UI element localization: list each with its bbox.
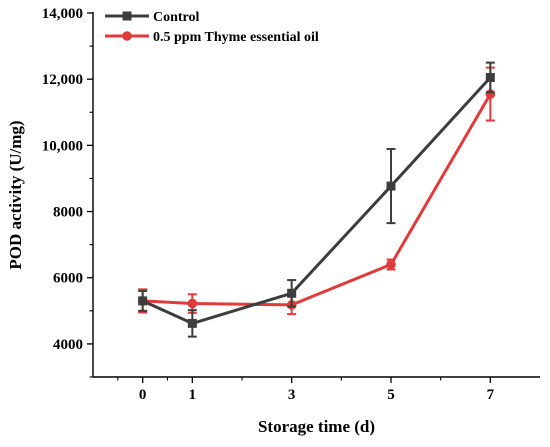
legend-entry: 0.5 ppm Thyme essential oil [105, 30, 319, 45]
data-point [287, 288, 297, 298]
data-point [138, 296, 148, 306]
tick-group: 4000 6000 8000 10,000 12,000 14,000 0 1 3 5 7 [42, 6, 495, 403]
data-point [386, 259, 396, 270]
x-tick-label: 7 [487, 387, 495, 403]
legend-entry: Control [105, 10, 200, 25]
series-line [142, 76, 492, 325]
series-group [137, 61, 496, 338]
axes [92, 12, 540, 378]
x-tick-label: 5 [387, 387, 395, 403]
x-tick-label: 1 [189, 387, 197, 403]
y-tick-label: 4000 [53, 337, 83, 353]
data-point [485, 73, 495, 83]
x-tick-label: 0 [139, 387, 147, 403]
legend-marker [122, 31, 132, 41]
y-tick-label: 8000 [53, 205, 83, 221]
y-tick-label: 14,000 [42, 6, 83, 22]
series-control [138, 61, 495, 338]
y-tick-label: 6000 [53, 271, 83, 287]
data-point [187, 318, 197, 328]
x-tick-label: 3 [288, 387, 296, 403]
data-point [187, 298, 198, 309]
data-point [386, 181, 396, 191]
y-tick-label: 12,000 [42, 72, 83, 88]
legend: Control 0.5 ppm Thyme essential oil [105, 10, 319, 45]
legend-marker [122, 11, 132, 21]
legend-label: 0.5 ppm Thyme essential oil [153, 30, 319, 45]
series-thyme-oil [137, 66, 496, 316]
legend-label: Control [153, 10, 200, 25]
y-tick-label: 10,000 [42, 138, 83, 154]
y-axis-title: POD activity (U/mg) [6, 120, 25, 269]
x-axis-title: Storage time (d) [258, 417, 375, 436]
series-line [142, 93, 492, 307]
